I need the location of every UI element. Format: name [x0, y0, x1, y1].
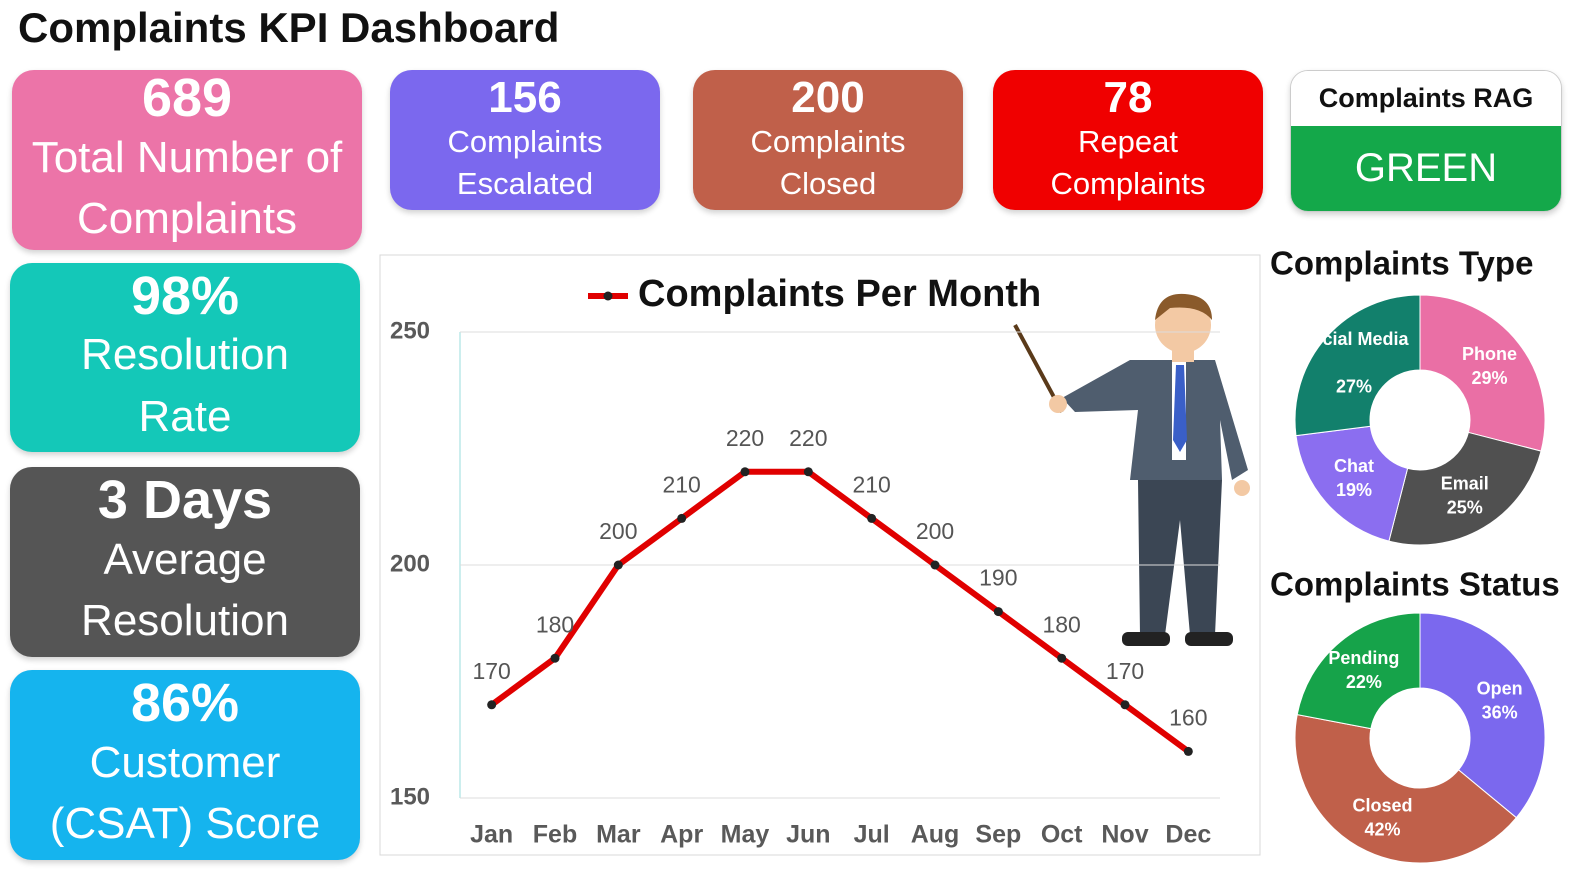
legend-marker [603, 291, 613, 301]
slice-value-label: 27% [1336, 377, 1372, 397]
data-label: 170 [472, 658, 510, 684]
x-tick-label: Oct [1041, 821, 1083, 849]
rag-card: Complaints RAG GREEN [1290, 70, 1562, 212]
data-label: 210 [852, 471, 890, 497]
donut-hole [1370, 370, 1470, 470]
donut-slice [1294, 713, 1518, 864]
slice-category: Email [1441, 473, 1489, 493]
kpi-label: Customer (CSAT) Score [49, 737, 321, 849]
data-line [489, 468, 1191, 754]
data-label: 170 [1106, 658, 1144, 684]
kpi-label: Total Number of Complaints [31, 132, 343, 244]
slice-category-group: Social Media [1299, 329, 1409, 349]
slice-value-label: 36% [1482, 702, 1518, 722]
legend-label: Complaints Per Month [638, 273, 1041, 315]
donut-slice [1419, 294, 1546, 452]
slice-category: Open [1477, 678, 1523, 698]
kpi-card: 86% Customer (CSAT) Score [10, 670, 360, 860]
x-tick-label: Dec [1165, 821, 1211, 849]
x-tick-label: Nov [1101, 821, 1148, 849]
data-point [803, 467, 813, 477]
data-label: 220 [789, 425, 827, 451]
chart-panel [379, 254, 1261, 856]
x-tick-label: Mar [596, 821, 641, 849]
kpi-value: 156 [488, 73, 562, 123]
donut-slice [1295, 425, 1409, 542]
slice-category: Chat [1334, 456, 1374, 476]
data-point [677, 513, 687, 523]
x-tick-label: Apr [660, 821, 703, 849]
x-tick-label: Sep [975, 821, 1021, 849]
data-point [550, 653, 560, 663]
data-label: 180 [536, 611, 574, 637]
data-point [993, 607, 1003, 617]
slice-value-label: 19% [1336, 480, 1372, 500]
kpi-label: Average Resolution [81, 534, 289, 646]
kpi-label: Resolution Rate [81, 330, 289, 441]
kpi-value: 98% [130, 265, 240, 326]
kpi-label: Complaints Closed [750, 124, 906, 202]
chart-title: Complaints Type [1270, 245, 1533, 282]
donut-slice [1296, 612, 1421, 730]
data-label: 200 [599, 518, 637, 544]
kpi-value: 689 [141, 68, 233, 129]
data-label: 210 [662, 471, 700, 497]
slice-value-label: 29% [1472, 368, 1508, 388]
y-tick-label: 250 [390, 317, 430, 344]
kpi-card: 3 Days Average Resolution [10, 467, 360, 657]
y-tick-label: 200 [390, 550, 430, 577]
donut-hole [1370, 688, 1470, 788]
data-point [1057, 653, 1067, 663]
kpi-value: 200 [791, 73, 865, 123]
kpi-value: 86% [130, 673, 240, 734]
slice-category: Closed [1353, 795, 1413, 815]
kpi-label: Repeat Complaints [1050, 124, 1206, 202]
slice-value-label: 22% [1346, 672, 1382, 692]
slice-category: Pending [1328, 648, 1399, 668]
donut-slice [1419, 612, 1546, 819]
x-tick-label: Aug [911, 821, 960, 849]
dashboard-title: Complaints KPI Dashboard [18, 4, 560, 51]
presenter-illustration [1013, 293, 1250, 646]
kpi-value: 78 [1103, 73, 1153, 123]
kpi-value: 3 Days [97, 470, 273, 531]
donut-slice [1388, 431, 1542, 546]
kpi-card: 689 Total Number of Complaints [12, 70, 362, 250]
data-point [1120, 700, 1130, 710]
data-point [740, 467, 750, 477]
kpi-card: 78 Repeat Complaints [993, 70, 1263, 210]
x-tick-label: Feb [533, 821, 577, 849]
kpi-card: 156 Complaints Escalated [390, 70, 660, 210]
data-point [487, 700, 497, 710]
rag-status: GREEN [1291, 126, 1561, 211]
slice-category: Social Media [1299, 329, 1409, 349]
data-label: 180 [1042, 611, 1080, 637]
x-tick-label: May [721, 821, 770, 849]
slice-value-label: 42% [1365, 819, 1401, 839]
rag-title: Complaints RAG [1291, 71, 1561, 126]
donut-slice [1294, 294, 1421, 437]
kpi-card: 200 Complaints Closed [693, 70, 963, 210]
y-tick-label: 150 [390, 783, 430, 810]
data-label: 220 [726, 425, 764, 451]
data-point [1183, 746, 1193, 756]
x-tick-label: Jul [854, 821, 890, 849]
data-label: 200 [916, 518, 954, 544]
x-tick-label: Jan [470, 821, 513, 849]
kpi-label: Complaints Escalated [447, 124, 603, 202]
kpi-card: 98% Resolution Rate [10, 263, 360, 452]
data-point [930, 560, 940, 570]
data-point [613, 560, 623, 570]
x-tick-label: Jun [786, 821, 830, 849]
data-label: 160 [1169, 704, 1207, 730]
data-point [867, 513, 877, 523]
slice-category: Phone [1462, 344, 1517, 364]
slice-value-label: 25% [1447, 497, 1483, 517]
data-label: 190 [979, 565, 1017, 591]
chart-title: Complaints Status [1270, 566, 1560, 603]
